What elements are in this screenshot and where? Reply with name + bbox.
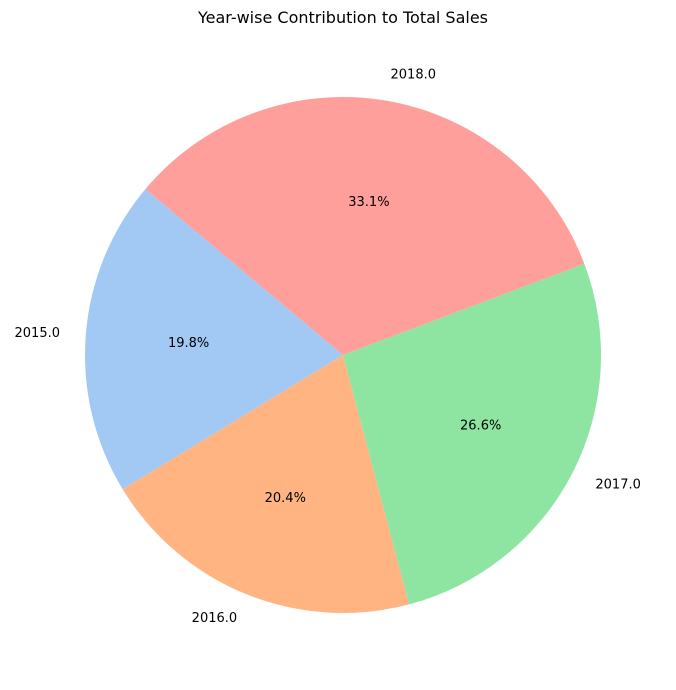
pie-labels: 19.8% 2015.0 20.4% 2016.0 26.6% 2017.0 33.1% 20… bbox=[15, 68, 641, 626]
chart-title: Year-wise Contribution to Total Sales bbox=[197, 8, 488, 27]
pie-percent-label: 26.6% bbox=[460, 418, 501, 433]
pie-slice-2017-0 bbox=[343, 263, 601, 605]
pie-slice-2018-0 bbox=[145, 96, 585, 355]
pie-slice-2016-0 bbox=[122, 355, 410, 613]
pie-percent-label: 19.8% bbox=[168, 336, 209, 351]
pie-category-label: 2017.0 bbox=[595, 477, 641, 492]
pie-percent-label: 20.4% bbox=[265, 491, 306, 506]
pie-slice-2015-0 bbox=[84, 189, 344, 490]
pie-percent-label: 33.1% bbox=[348, 195, 389, 210]
pie-category-label: 2018.0 bbox=[391, 68, 437, 83]
pie-category-label: 2015.0 bbox=[15, 326, 61, 341]
pie-category-label: 2016.0 bbox=[192, 611, 238, 626]
pie-slices bbox=[84, 96, 601, 613]
